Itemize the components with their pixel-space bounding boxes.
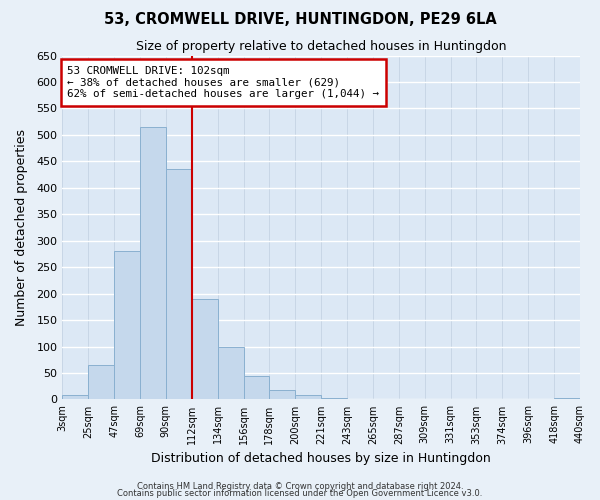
Y-axis label: Number of detached properties: Number of detached properties [15,129,28,326]
Bar [269,390,295,400]
Bar [321,398,347,400]
X-axis label: Distribution of detached houses by size in Huntingdon: Distribution of detached houses by size … [151,452,491,465]
Text: Contains HM Land Registry data © Crown copyright and database right 2024.: Contains HM Land Registry data © Crown c… [137,482,463,491]
Text: Contains public sector information licensed under the Open Government Licence v3: Contains public sector information licen… [118,490,482,498]
Bar [140,127,166,400]
Bar [295,395,321,400]
Bar [62,395,88,400]
Title: Size of property relative to detached houses in Huntingdon: Size of property relative to detached ho… [136,40,506,53]
Text: 53 CROMWELL DRIVE: 102sqm
← 38% of detached houses are smaller (629)
62% of semi: 53 CROMWELL DRIVE: 102sqm ← 38% of detac… [67,66,379,99]
Bar [114,252,140,400]
Bar [218,346,244,400]
Bar [244,376,269,400]
Bar [347,399,373,400]
Bar [373,399,399,400]
Text: 53, CROMWELL DRIVE, HUNTINGDON, PE29 6LA: 53, CROMWELL DRIVE, HUNTINGDON, PE29 6LA [104,12,496,28]
Bar [88,365,114,400]
Bar [554,398,580,400]
Bar [192,299,218,400]
Bar [399,399,425,400]
Bar [166,170,192,400]
